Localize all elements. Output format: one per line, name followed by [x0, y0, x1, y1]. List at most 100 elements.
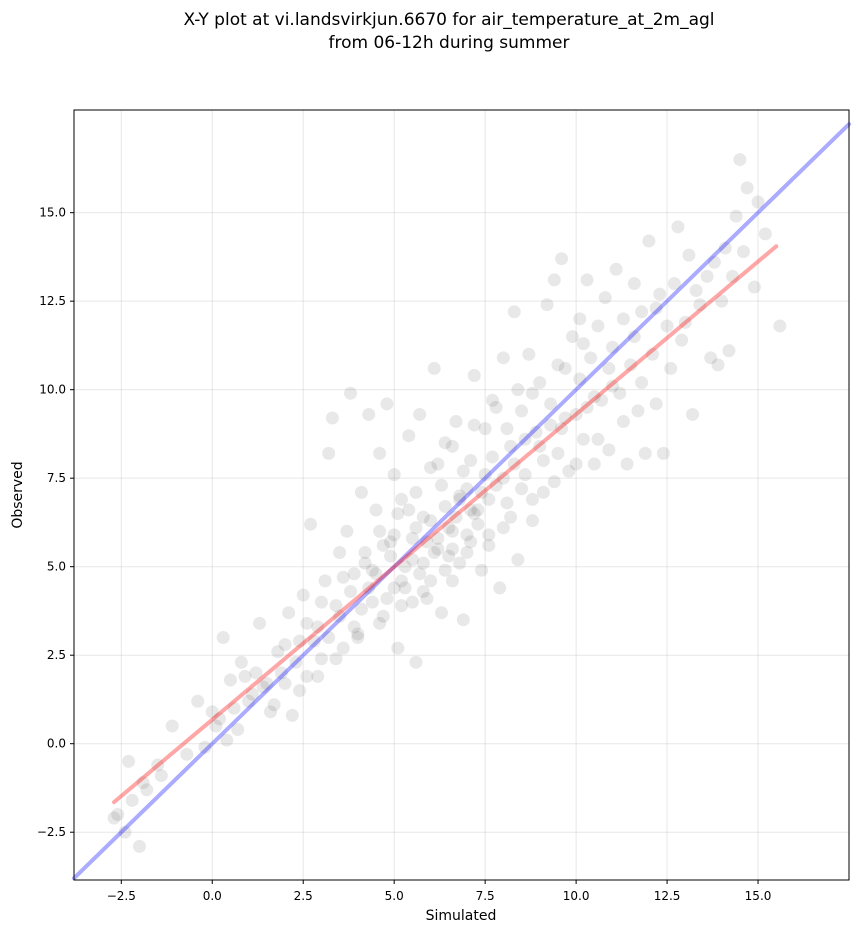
- data-point: [263, 705, 277, 719]
- data-point: [351, 627, 365, 641]
- data-point: [387, 468, 401, 482]
- data-point: [591, 432, 605, 446]
- data-point: [445, 574, 459, 588]
- data-point: [700, 269, 714, 283]
- data-point: [365, 595, 379, 609]
- data-point: [416, 510, 430, 524]
- data-point: [635, 305, 649, 319]
- data-point: [649, 301, 663, 315]
- data-point: [373, 446, 387, 460]
- y-tick-label: 0.0: [47, 737, 66, 751]
- data-point: [340, 524, 354, 538]
- data-point: [431, 542, 445, 556]
- data-point: [460, 546, 474, 560]
- data-point: [504, 510, 518, 524]
- data-point: [154, 769, 168, 783]
- data-point: [336, 570, 350, 584]
- data-point: [605, 340, 619, 354]
- data-point: [434, 606, 448, 620]
- data-point: [620, 457, 634, 471]
- data-point: [442, 521, 456, 535]
- data-point: [376, 609, 390, 623]
- data-point: [460, 482, 474, 496]
- data-point: [282, 606, 296, 620]
- data-point: [220, 733, 234, 747]
- data-point: [580, 400, 594, 414]
- data-point: [434, 478, 448, 492]
- data-point: [493, 581, 507, 595]
- data-point: [409, 655, 423, 669]
- data-point: [376, 538, 390, 552]
- data-point: [464, 453, 478, 467]
- data-point: [205, 705, 219, 719]
- data-point: [409, 485, 423, 499]
- data-point: [223, 673, 237, 687]
- data-point: [318, 574, 332, 588]
- data-point: [438, 436, 452, 450]
- data-point: [482, 538, 496, 552]
- data-point: [525, 514, 539, 528]
- data-point: [496, 521, 510, 535]
- data-point: [373, 616, 387, 630]
- data-point: [293, 684, 307, 698]
- data-point: [238, 669, 252, 683]
- data-point: [380, 592, 394, 606]
- data-point: [336, 641, 350, 655]
- data-point: [573, 312, 587, 326]
- data-point: [373, 524, 387, 538]
- data-point: [431, 457, 445, 471]
- data-point: [424, 461, 438, 475]
- data-point: [344, 386, 358, 400]
- data-point: [384, 535, 398, 549]
- data-point: [602, 443, 616, 457]
- data-point: [540, 298, 554, 312]
- y-tick-label: 7.5: [47, 471, 66, 485]
- data-point: [536, 485, 550, 499]
- data-point: [140, 783, 154, 797]
- data-point: [405, 595, 419, 609]
- data-point: [736, 245, 750, 259]
- data-point: [587, 390, 601, 404]
- data-point: [551, 358, 565, 372]
- data-point: [307, 634, 321, 648]
- x-tick-label: 5.0: [385, 889, 404, 903]
- data-point: [391, 507, 405, 521]
- data-point: [369, 567, 383, 581]
- x-tick-label: 2.5: [294, 889, 313, 903]
- data-point: [773, 319, 787, 333]
- data-point: [394, 599, 408, 613]
- data-point: [584, 351, 598, 365]
- data-point: [456, 613, 470, 627]
- data-point: [565, 330, 579, 344]
- data-point: [253, 616, 267, 630]
- data-point: [333, 609, 347, 623]
- data-point: [726, 269, 740, 283]
- data-point: [642, 234, 656, 248]
- data-point: [151, 758, 165, 772]
- data-point: [475, 485, 489, 499]
- data-point: [453, 489, 467, 503]
- data-point: [678, 315, 692, 329]
- data-point: [675, 333, 689, 347]
- data-point: [511, 553, 525, 567]
- data-point: [533, 376, 547, 390]
- data-point: [635, 376, 649, 390]
- data-point: [325, 411, 339, 425]
- data-point: [467, 418, 481, 432]
- data-point: [351, 630, 365, 644]
- data-point: [478, 468, 492, 482]
- data-point: [405, 531, 419, 545]
- x-tick-label: 7.5: [476, 889, 495, 903]
- data-point: [391, 641, 405, 655]
- data-point: [609, 262, 623, 276]
- data-point: [216, 630, 230, 644]
- y-axis-ticks: −2.5 0.0 2.5 5.0 7.5 10.0 12.5 15.0: [37, 206, 74, 839]
- data-point: [733, 153, 747, 167]
- data-point: [751, 195, 765, 209]
- data-point: [547, 475, 561, 489]
- y-axis-label: Observed: [10, 461, 26, 528]
- data-point: [304, 517, 318, 531]
- data-point: [660, 319, 674, 333]
- data-point: [569, 457, 583, 471]
- data-point: [213, 712, 227, 726]
